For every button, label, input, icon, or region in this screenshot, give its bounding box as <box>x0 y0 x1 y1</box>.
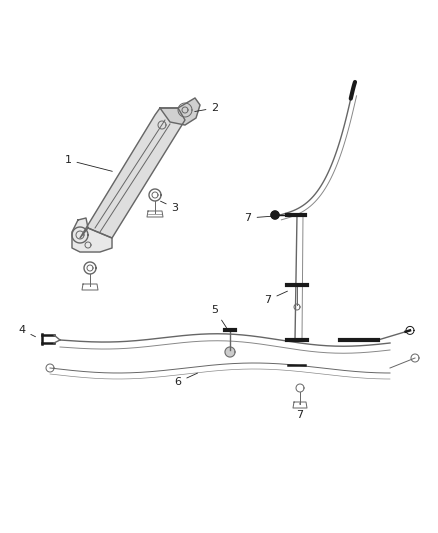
Text: 7: 7 <box>244 213 272 223</box>
Polygon shape <box>225 347 235 357</box>
Text: 1: 1 <box>64 155 112 171</box>
Polygon shape <box>80 108 185 238</box>
Text: 4: 4 <box>18 325 35 337</box>
Polygon shape <box>271 211 279 219</box>
Text: 7: 7 <box>265 291 287 305</box>
Text: 7: 7 <box>297 403 304 420</box>
Text: 5: 5 <box>212 305 226 328</box>
Text: 3: 3 <box>160 201 179 213</box>
Text: 2: 2 <box>195 103 219 113</box>
Polygon shape <box>160 98 200 125</box>
Polygon shape <box>72 218 112 252</box>
Text: 6: 6 <box>174 373 198 387</box>
